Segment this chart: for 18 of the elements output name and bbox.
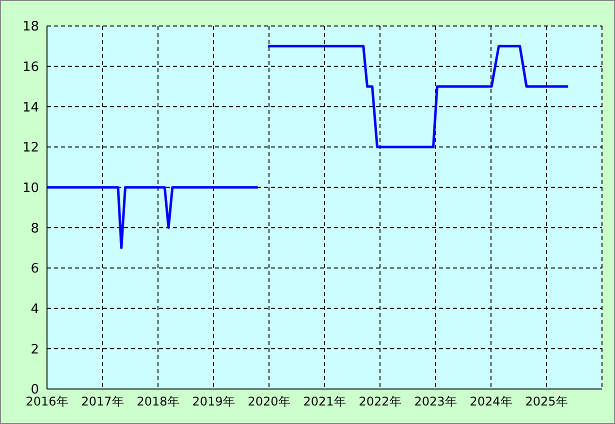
y-tick-label: 6 [30,262,39,277]
y-tick-label: 18 [22,20,39,35]
x-tick-label: 2025年 [525,394,568,409]
y-tick-label: 12 [22,140,39,156]
x-tick-label: 2020年 [248,394,290,409]
x-tick-label: 2024年 [470,394,512,409]
x-tick-label: 2019年 [192,394,235,409]
x-tick-label: 2023年 [414,394,457,409]
y-tick-label: 14 [22,100,39,116]
y-tick-label: 2 [30,342,39,358]
x-tick-label: 2018年 [136,394,180,409]
x-tick-label: 2017年 [81,394,124,409]
y-tick-label: 10 [22,180,39,196]
x-tick-label: 2022年 [358,394,402,409]
y-tick-label: 16 [22,60,39,75]
y-tick-label: 8 [30,221,39,236]
x-tick-label: 2021年 [303,394,346,409]
y-tick-label: 4 [30,302,39,317]
